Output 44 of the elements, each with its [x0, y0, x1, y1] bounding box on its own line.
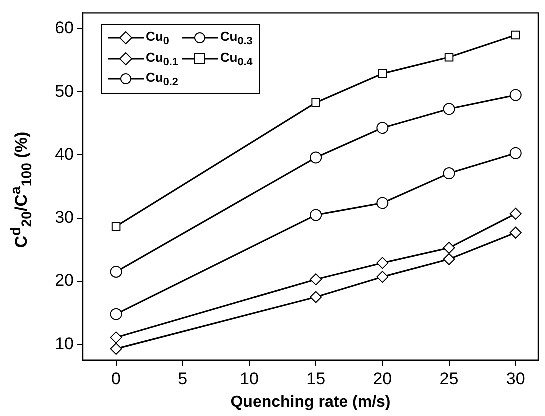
x-tick-label: 5 [178, 369, 188, 388]
y-tick-label: 40 [55, 144, 74, 164]
point [110, 332, 122, 344]
point [510, 226, 522, 239]
point [110, 343, 122, 356]
y-tick-label: 10 [55, 334, 74, 354]
point [443, 242, 456, 254]
point [310, 152, 322, 164]
x-tick-label: 0 [112, 369, 122, 388]
legend-label: Cu$_{0.3}$ [220, 29, 253, 48]
x-tick-label: 10 [240, 369, 259, 388]
point [511, 30, 520, 40]
point [110, 266, 122, 278]
legend-label: Cu$_{0.1}$ [146, 50, 178, 68]
point [378, 69, 388, 78]
point [312, 98, 320, 108]
point [443, 103, 456, 116]
point [310, 291, 322, 304]
x-tick-label: 25 [440, 369, 459, 388]
point [444, 53, 454, 62]
y-tick-label: 60 [55, 18, 74, 38]
point [443, 168, 456, 180]
x-tick-label: 30 [506, 369, 526, 388]
point [443, 253, 456, 266]
point [376, 197, 389, 210]
point [310, 209, 322, 222]
y-tick-label: 30 [55, 208, 74, 228]
point [376, 257, 389, 270]
x-axis-title: Quenching rate (m/s) [230, 394, 391, 411]
point [112, 222, 121, 231]
y-tick-label: 50 [55, 82, 74, 101]
point [310, 274, 322, 286]
legend-label: Cu$_{0.4}$ [220, 50, 253, 68]
point [510, 89, 522, 102]
x-tick-label: 20 [373, 369, 392, 388]
point [376, 122, 389, 134]
legend-label: Cu$_{0}$ [146, 29, 170, 48]
legend-label: Cu$_{0.2}$ [146, 70, 178, 89]
point [110, 308, 122, 320]
y-tick-label: 20 [55, 271, 74, 290]
x-tick-label: 15 [306, 369, 326, 388]
point [376, 271, 389, 284]
point [510, 208, 522, 220]
point [510, 147, 522, 160]
